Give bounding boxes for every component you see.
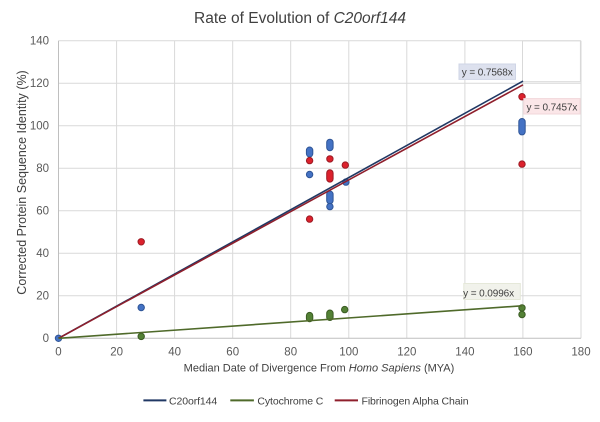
svg-text:0: 0: [43, 333, 49, 345]
svg-text:y = 0.7457x: y = 0.7457x: [526, 102, 577, 113]
svg-text:60: 60: [226, 347, 239, 359]
svg-text:y = 0.7568x: y = 0.7568x: [462, 67, 513, 78]
svg-text:140: 140: [30, 36, 49, 48]
svg-text:Rate of Evolution of C20orf144: Rate of Evolution of C20orf144: [194, 10, 406, 27]
svg-text:140: 140: [455, 347, 474, 359]
svg-text:Median Date of Divergence From: Median Date of Divergence From Homo Sapi…: [184, 363, 455, 375]
svg-text:20: 20: [110, 347, 123, 359]
svg-text:180: 180: [571, 347, 590, 359]
svg-text:40: 40: [168, 347, 181, 359]
svg-text:y = 0.0996x: y = 0.0996x: [463, 288, 514, 299]
svg-text:40: 40: [36, 248, 49, 260]
svg-text:100: 100: [30, 121, 49, 133]
svg-text:Cytochrome C: Cytochrome C: [257, 395, 323, 407]
svg-text:Corrected Protein Sequence Ide: Corrected Protein Sequence Identity (%): [15, 70, 29, 294]
svg-text:120: 120: [30, 78, 49, 90]
svg-text:80: 80: [36, 163, 49, 175]
svg-text:0: 0: [55, 347, 61, 359]
svg-text:Fibrinogen Alpha Chain: Fibrinogen Alpha Chain: [362, 395, 469, 407]
svg-text:160: 160: [513, 347, 532, 359]
svg-text:60: 60: [36, 206, 49, 218]
svg-text:20: 20: [36, 291, 49, 303]
svg-text:100: 100: [339, 347, 358, 359]
svg-text:C20orf144: C20orf144: [169, 395, 217, 407]
svg-text:120: 120: [397, 347, 416, 359]
svg-text:80: 80: [284, 347, 297, 359]
